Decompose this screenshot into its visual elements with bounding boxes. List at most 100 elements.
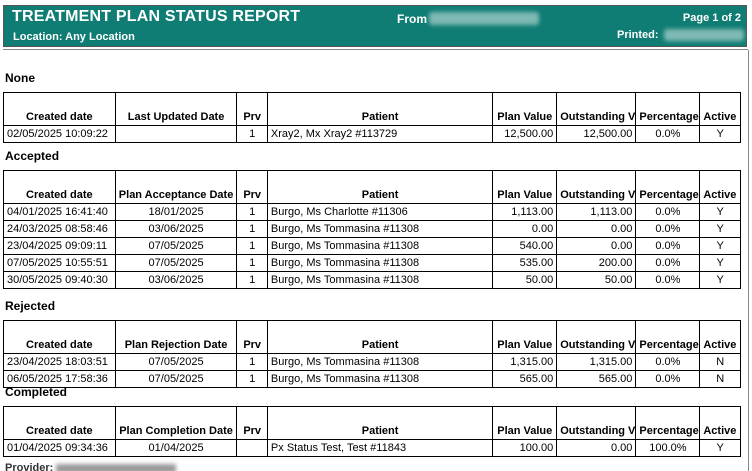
page-number: Page 1 of 2 (683, 12, 741, 24)
plan-value-header: Plan Value (493, 93, 557, 126)
active-plan-header: Active Plan (700, 171, 741, 204)
table-cell (237, 440, 267, 457)
table-cell: 23/04/2025 18:03:51 (4, 354, 116, 371)
table-cell: Burgo, Ms Tommasina #11308 (267, 221, 492, 238)
plan-value-header: Plan Value (493, 171, 557, 204)
table-cell: Y (700, 255, 741, 272)
table-cell: 50.00 (493, 272, 557, 289)
table-cell: 1 (237, 272, 267, 289)
table-cell: 1 (237, 238, 267, 255)
table-cell: 540.00 (493, 238, 557, 255)
table-cell: 1 (237, 204, 267, 221)
redacted-provider (56, 464, 176, 471)
active-plan-header: Active Plan (700, 407, 741, 440)
patient-header: Patient (267, 171, 492, 204)
table-cell: 0.0% (636, 354, 700, 371)
table-cell: 01/04/2025 09:34:36 (4, 440, 116, 457)
patient-header: Patient (267, 93, 492, 126)
created-date-header: Created date (4, 93, 116, 126)
table-cell: 1 (237, 354, 267, 371)
prv-header: Prv (237, 93, 267, 126)
active-plan-header: Active Plan (700, 321, 741, 354)
table-cell: 1 (237, 371, 267, 388)
percentage-completed-header: Percentage Completed (636, 321, 700, 354)
prv-header: Prv (237, 407, 267, 440)
table-cell: 1 (237, 221, 267, 238)
table-row: 23/04/2025 09:09:11 07/05/2025 1 Burgo, Ms … (4, 238, 741, 255)
table-cell: 07/05/2025 (115, 354, 237, 371)
outstanding-value-header: Outstanding Value (557, 407, 636, 440)
section-title-rejected: Rejected (5, 299, 55, 313)
table-row: 23/04/2025 18:03:51 07/05/2025 1 Burgo, Ms … (4, 354, 741, 371)
table-cell: Y (700, 126, 741, 143)
table-cell: Y (700, 272, 741, 289)
outstanding-value-header: Outstanding Value (557, 321, 636, 354)
status-table-none: Created date Last Updated Date Prv Patient P… (3, 92, 741, 143)
report-header: TREATMENT PLAN STATUS REPORT Location: A… (3, 5, 747, 47)
table-cell: 1 (237, 255, 267, 272)
table-cell: 23/04/2025 09:09:11 (4, 238, 116, 255)
table-row: 01/04/2025 09:34:36 01/04/2025 Px Status T… (4, 440, 741, 457)
table-cell: 1,113.00 (557, 204, 636, 221)
prv-header: Prv (237, 321, 267, 354)
percentage-completed-header: Percentage Completed (636, 171, 700, 204)
table-cell: 0.0% (636, 126, 700, 143)
status-table-completed: Created date Plan Completion Date Prv Patie… (3, 406, 741, 457)
provider-label: Provider: (5, 462, 53, 471)
table-cell: 565.00 (557, 371, 636, 388)
patient-header: Patient (267, 321, 492, 354)
table-row: 07/05/2025 10:55:51 07/05/2025 1 Burgo, Ms … (4, 255, 741, 272)
table-cell: 0.00 (557, 238, 636, 255)
plan-value-header: Plan Value (493, 321, 557, 354)
table-cell: 02/05/2025 10:09:22 (4, 126, 116, 143)
table-cell: Burgo, Ms Tommasina #11308 (267, 255, 492, 272)
date-column-header: Plan Rejection Date (115, 321, 237, 354)
table-row: 02/05/2025 10:09:22 1 Xray2, Mx Xray2 #113… (4, 126, 741, 143)
table-cell: 1,315.00 (557, 354, 636, 371)
outstanding-value-header: Outstanding Value (557, 171, 636, 204)
status-table-rejected: Created date Plan Rejection Date Prv Patien… (3, 320, 741, 388)
table-cell: N (700, 354, 741, 371)
table-cell: 565.00 (493, 371, 557, 388)
redacted-printed-date (664, 29, 744, 41)
from-label: From (397, 12, 427, 26)
table-cell: 200.00 (557, 255, 636, 272)
table-cell: Burgo, Ms Tommasina #11308 (267, 238, 492, 255)
table-cell: 535.00 (493, 255, 557, 272)
printed-label: Printed: (617, 29, 659, 41)
table-cell: Y (700, 221, 741, 238)
page-edge (748, 50, 749, 471)
table-cell: 07/05/2025 (115, 255, 237, 272)
percentage-completed-header: Percentage Completed (636, 407, 700, 440)
table-cell: 0.0% (636, 371, 700, 388)
table-cell: Px Status Test, Test #11843 (267, 440, 492, 457)
table-cell: 0.0% (636, 238, 700, 255)
table-cell: 0.0% (636, 272, 700, 289)
table-cell: Y (700, 238, 741, 255)
section-title-accepted: Accepted (5, 149, 59, 163)
table-cell: Y (700, 204, 741, 221)
plan-value-header: Plan Value (493, 407, 557, 440)
prv-header: Prv (237, 171, 267, 204)
provider-line: Provider: (5, 462, 176, 471)
percentage-completed-header: Percentage Completed (636, 93, 700, 126)
created-date-header: Created date (4, 407, 116, 440)
table-cell: 04/01/2025 16:41:40 (4, 204, 116, 221)
table-cell: 0.00 (557, 440, 636, 457)
table-cell: 18/01/2025 (115, 204, 237, 221)
table-row: 30/05/2025 09:40:30 03/06/2025 1 Burgo, Ms … (4, 272, 741, 289)
table-row: 04/01/2025 16:41:40 18/01/2025 1 Burgo, Ms … (4, 204, 741, 221)
table-cell: Burgo, Ms Tommasina #11308 (267, 371, 492, 388)
created-date-header: Created date (4, 321, 116, 354)
table-cell: Xray2, Mx Xray2 #113729 (267, 126, 492, 143)
table-cell: 12,500.00 (493, 126, 557, 143)
created-date-header: Created date (4, 171, 116, 204)
date-column-header: Plan Completion Date (115, 407, 237, 440)
table-cell: Y (700, 440, 741, 457)
divider (3, 49, 748, 50)
section-title-completed: Completed (5, 385, 67, 399)
table-cell: N (700, 371, 741, 388)
section-title-none: None (5, 71, 35, 85)
table-cell: 100.0% (636, 440, 700, 457)
